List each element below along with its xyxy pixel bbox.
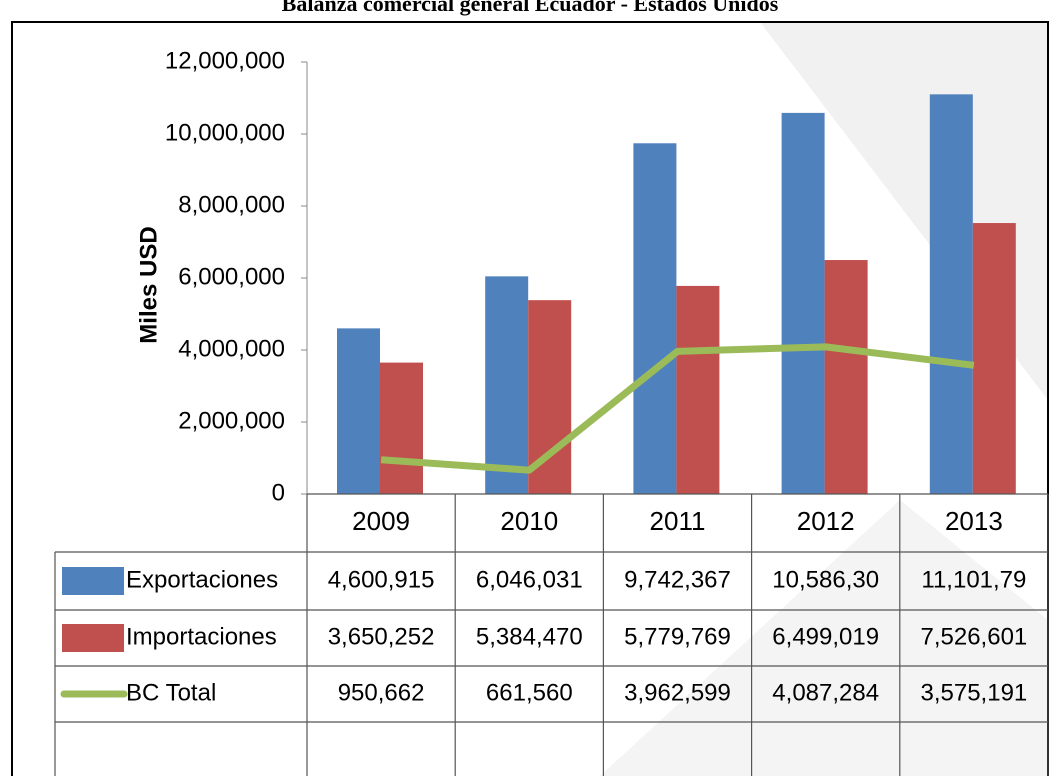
x-tick-label: 2009	[352, 506, 410, 536]
bar	[337, 328, 380, 494]
y-tick-label: 12,000,000	[165, 47, 285, 74]
y-tick-label: 6,000,000	[178, 263, 285, 290]
table-value: 6,046,031	[476, 566, 583, 593]
line	[380, 343, 975, 474]
x-tick-label: 2011	[650, 506, 706, 536]
y-tick-label: 10,000,000	[165, 119, 285, 146]
bar	[972, 223, 1016, 494]
table-value: 4,600,915	[328, 566, 435, 593]
bar	[824, 260, 868, 494]
y-tick-label: 8,000,000	[178, 191, 285, 218]
legend-label: Exportaciones	[126, 566, 278, 593]
table-value: 11,101,79	[921, 566, 1026, 593]
table-value: 9,742,367	[624, 566, 731, 593]
background-shape	[600, 500, 1048, 776]
legend-label: Importaciones	[126, 623, 277, 650]
legend-key	[62, 567, 124, 595]
bar	[929, 94, 973, 494]
bar	[781, 112, 825, 495]
table-value: 3,575,191	[921, 679, 1028, 706]
bar	[633, 143, 677, 495]
x-tick-label: 2012	[797, 506, 855, 536]
x-tick-label: 2013	[945, 506, 1003, 536]
table-value: 4,087,284	[772, 679, 879, 706]
frame	[11, 21, 1049, 776]
table-value: 3,962,599	[624, 679, 731, 706]
table-value: 950,662	[338, 679, 425, 706]
y-tick-label: 4,000,000	[178, 335, 285, 362]
table-value: 6,499,019	[772, 623, 879, 650]
bar	[380, 362, 423, 494]
table-value: 5,384,470	[476, 623, 583, 650]
legend-label: BC Total	[126, 679, 216, 706]
table-value: 5,779,769	[624, 623, 731, 650]
table-value: 10,586,30	[772, 566, 879, 593]
bar	[676, 285, 720, 494]
chart-title: Balanza comercial general Ecuador - Esta…	[282, 0, 779, 16]
table-value: 7,526,601	[921, 623, 1028, 650]
legend-key	[62, 624, 124, 652]
y-axis-label: Miles USD	[135, 226, 162, 343]
bar	[485, 276, 529, 494]
table-value: 3,650,252	[328, 623, 435, 650]
y-tick-label: 0	[272, 479, 285, 506]
table-value: 661,560	[486, 679, 573, 706]
y-tick-label: 2,000,000	[178, 407, 285, 434]
x-tick-label: 2010	[500, 506, 558, 536]
